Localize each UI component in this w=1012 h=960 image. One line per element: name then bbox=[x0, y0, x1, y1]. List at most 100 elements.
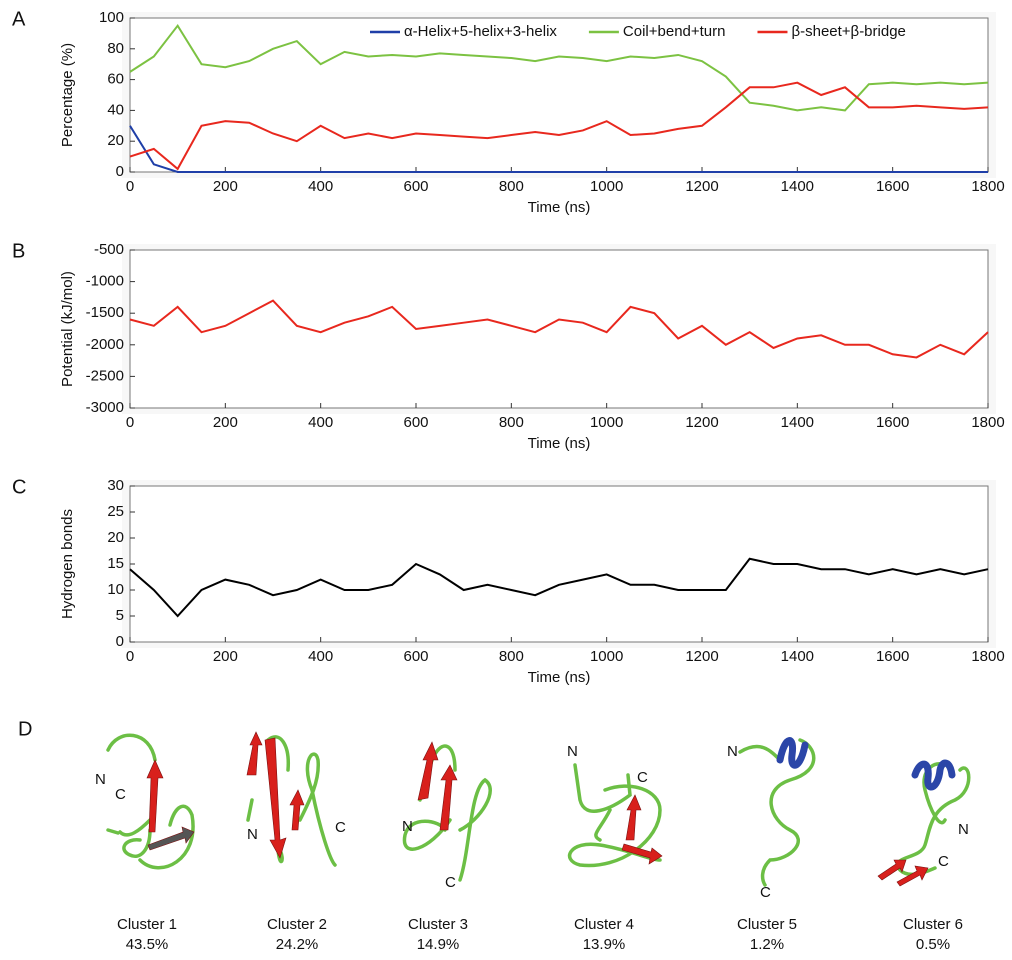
series-line bbox=[129, 557, 989, 618]
series-line bbox=[129, 23, 989, 112]
x-tick-label: 1400 bbox=[781, 414, 814, 431]
x-tick-label: 1800 bbox=[971, 414, 1004, 431]
cluster-name: Cluster 3 bbox=[408, 916, 468, 933]
x-tick-label: 1200 bbox=[685, 178, 718, 195]
panel-label: B bbox=[12, 240, 25, 262]
cluster-percent: 13.9% bbox=[583, 936, 626, 953]
cluster-name: Cluster 6 bbox=[903, 916, 963, 933]
series-line bbox=[129, 299, 989, 359]
x-tick-label: 200 bbox=[213, 178, 238, 195]
y-tick-label: 5 bbox=[116, 607, 124, 624]
y-tick-label: -2000 bbox=[86, 336, 124, 353]
y-axis-title: Hydrogen bonds bbox=[59, 509, 76, 619]
structure-1: N C bbox=[95, 733, 195, 870]
y-tick-label: 0 bbox=[116, 163, 124, 180]
panel-label: A bbox=[12, 8, 26, 30]
structure-3: N C bbox=[402, 741, 492, 891]
n-terminus: N bbox=[402, 818, 413, 835]
x-tick-label: 0 bbox=[126, 648, 134, 665]
y-tick-label: 100 bbox=[99, 9, 124, 26]
y-tick-label: 20 bbox=[107, 529, 124, 546]
x-tick-label: 1800 bbox=[971, 178, 1004, 195]
y-axis-title: Percentage (%) bbox=[59, 43, 76, 147]
x-tick-label: 400 bbox=[308, 648, 333, 665]
panel-label: D bbox=[18, 718, 32, 740]
cluster-percent: 1.2% bbox=[750, 936, 784, 953]
y-tick-label: 40 bbox=[107, 101, 124, 118]
x-axis-title: Time (ns) bbox=[528, 435, 591, 452]
plot-area bbox=[129, 249, 989, 409]
x-tick-label: 1000 bbox=[590, 648, 623, 665]
x-tick-label: 1600 bbox=[876, 178, 909, 195]
x-tick-label: 600 bbox=[403, 414, 428, 431]
x-tick-label: 200 bbox=[213, 414, 238, 431]
x-tick-label: 800 bbox=[499, 414, 524, 431]
cluster-percent: 14.9% bbox=[417, 936, 460, 953]
x-tick-label: 1200 bbox=[685, 648, 718, 665]
y-tick-label: -2500 bbox=[86, 367, 124, 384]
y-tick-label: 25 bbox=[107, 503, 124, 520]
n-terminus: N bbox=[727, 743, 738, 760]
y-tick-label: 0 bbox=[116, 633, 124, 650]
c-terminus: C bbox=[938, 853, 949, 870]
x-tick-label: 1000 bbox=[590, 414, 623, 431]
y-tick-label: -3000 bbox=[86, 399, 124, 416]
x-tick-label: 800 bbox=[499, 178, 524, 195]
y-tick-label: -1000 bbox=[86, 273, 124, 290]
x-tick-label: 200 bbox=[213, 648, 238, 665]
x-tick-label: 600 bbox=[403, 648, 428, 665]
legend-label: Coil+bend+turn bbox=[623, 23, 726, 40]
x-tick-label: 600 bbox=[403, 178, 428, 195]
y-tick-label: 80 bbox=[107, 40, 124, 57]
n-terminus: N bbox=[567, 743, 578, 760]
series-line bbox=[129, 125, 988, 173]
cluster-name: Cluster 2 bbox=[267, 916, 327, 933]
y-tick-label: 60 bbox=[107, 71, 124, 88]
x-tick-label: 0 bbox=[126, 414, 134, 431]
plot-area bbox=[129, 485, 989, 643]
n-terminus: N bbox=[958, 821, 969, 838]
x-tick-label: 1800 bbox=[971, 648, 1004, 665]
cluster-name: Cluster 4 bbox=[574, 916, 634, 933]
series-line bbox=[129, 81, 989, 171]
cluster-percent: 43.5% bbox=[126, 936, 169, 953]
x-tick-label: 800 bbox=[499, 648, 524, 665]
y-tick-label: -500 bbox=[94, 241, 124, 258]
x-tick-label: 400 bbox=[308, 178, 333, 195]
plot-area bbox=[129, 17, 989, 173]
c-terminus: C bbox=[637, 769, 648, 786]
y-tick-label: -1500 bbox=[86, 304, 124, 321]
x-tick-label: 400 bbox=[308, 414, 333, 431]
y-tick-label: 30 bbox=[107, 477, 124, 494]
panel-label: C bbox=[12, 476, 26, 498]
x-tick-label: 1600 bbox=[876, 414, 909, 431]
x-tick-label: 1400 bbox=[781, 648, 814, 665]
n-terminus: N bbox=[247, 826, 258, 843]
cluster-name: Cluster 1 bbox=[117, 916, 177, 933]
x-tick-label: 1200 bbox=[685, 414, 718, 431]
structure-2: N C bbox=[246, 731, 346, 867]
c-terminus: C bbox=[335, 819, 346, 836]
n-terminus: N bbox=[95, 771, 106, 788]
cluster-name: Cluster 5 bbox=[737, 916, 797, 933]
c-terminus: C bbox=[445, 874, 456, 891]
y-tick-label: 20 bbox=[107, 132, 124, 149]
x-axis-title: Time (ns) bbox=[528, 669, 591, 686]
c-terminus: C bbox=[115, 786, 126, 803]
structure-6: N C bbox=[877, 759, 971, 887]
x-tick-label: 0 bbox=[126, 178, 134, 195]
x-axis-title: Time (ns) bbox=[528, 199, 591, 216]
c-terminus: C bbox=[760, 884, 771, 901]
structure-5: N C bbox=[727, 737, 816, 901]
cluster-percent: 0.5% bbox=[916, 936, 950, 953]
legend-label: α-Helix+5-helix+3-helix bbox=[404, 23, 557, 40]
x-tick-label: 1000 bbox=[590, 178, 623, 195]
structure-4: N C bbox=[567, 743, 663, 868]
legend-label: β-sheet+β-bridge bbox=[791, 23, 905, 40]
x-tick-label: 1600 bbox=[876, 648, 909, 665]
y-tick-label: 15 bbox=[107, 555, 124, 572]
y-axis-title: Potential (kJ/mol) bbox=[59, 271, 76, 387]
y-tick-label: 10 bbox=[107, 581, 124, 598]
cluster-percent: 24.2% bbox=[276, 936, 319, 953]
